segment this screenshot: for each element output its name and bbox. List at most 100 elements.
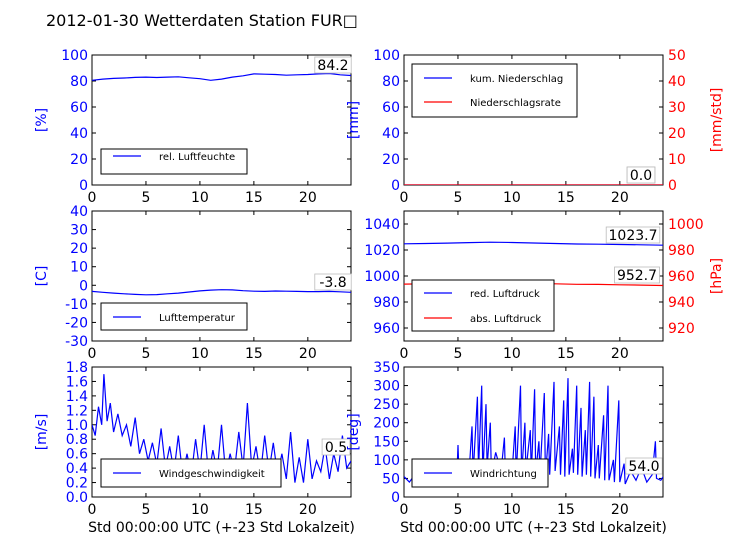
series-line-1 <box>92 72 351 81</box>
y-tick-label: -20 <box>65 315 88 331</box>
x-tick-label: 5 <box>453 346 462 362</box>
chart-temperature: 0 5 10 15 20 -30 -20 -10 0 10 20 30 40 [C] -3.8 Lufttem… <box>34 204 352 362</box>
y-tick-label: -30 <box>65 334 88 350</box>
y-tick-label: 960 <box>373 321 400 337</box>
legend-entry: red. Luftdruck <box>470 289 540 300</box>
y-tick-label: 20 <box>70 241 88 257</box>
y-tick-label: 1.6 <box>66 374 88 390</box>
last-value-label: 84.2 <box>317 58 348 74</box>
y-tick-label: 80 <box>70 74 88 90</box>
last-value-label: 54.0 <box>628 459 659 475</box>
x-tick-label: 15 <box>245 502 263 518</box>
y-tick-label: 40 <box>70 126 88 142</box>
x-tick-label: 15 <box>245 346 263 362</box>
y-tick-label: 350 <box>373 360 400 376</box>
last-value-label: 952.7 <box>617 268 657 284</box>
y-right-axis-label: [hPa] <box>709 258 725 294</box>
y-tick-label: 40 <box>382 126 400 142</box>
x-axis-label: Std 00:00:00 UTC (+-23 Std Lokalzeit) <box>88 520 355 536</box>
x-tick-label: 15 <box>557 502 575 518</box>
x-tick-label: 5 <box>453 502 462 518</box>
last-value-box <box>321 438 351 456</box>
y-right-tick-label: 920 <box>668 321 695 337</box>
last-value-box <box>314 273 352 291</box>
y-axis-label: [deg] <box>346 413 362 450</box>
y-tick-label: 50 <box>382 471 400 487</box>
last-value-box <box>626 166 656 184</box>
legend-entry: abs. Luftdruck <box>470 314 541 325</box>
y-tick-label: 1020 <box>364 243 400 259</box>
series-line-1 <box>92 289 351 296</box>
y-right-tick-label: 40 <box>668 74 686 90</box>
y-axis-label: [mm] <box>346 101 362 139</box>
x-tick-label: 10 <box>503 190 521 206</box>
last-value-box <box>614 266 660 284</box>
y-tick-label: 1.4 <box>66 389 88 405</box>
y-tick-label: 40 <box>70 204 88 220</box>
legend-entry: Windgeschwindigkeit <box>159 469 265 480</box>
y-tick-label: 0.2 <box>66 476 88 492</box>
legend <box>100 148 248 175</box>
x-tick-label: 10 <box>191 346 209 362</box>
y-right-tick-label: 30 <box>668 100 686 116</box>
y-tick-label: 0.8 <box>66 432 88 448</box>
last-value-box <box>605 226 661 244</box>
x-tick-label: 0 <box>400 502 409 518</box>
y-tick-label: 300 <box>373 379 400 395</box>
y-tick-label: 100 <box>373 48 400 64</box>
x-tick-label: 20 <box>299 502 317 518</box>
last-value-box <box>625 457 663 475</box>
legend-entry: Niederschlagsrate <box>470 98 561 109</box>
y-tick-label: 250 <box>373 397 400 413</box>
y-right-tick-label: 20 <box>668 126 686 142</box>
y-tick-label: 0 <box>79 278 88 294</box>
y-tick-label: 80 <box>382 74 400 90</box>
last-value-label: 0.0 <box>630 168 652 184</box>
y-right-axis-label: [mm/std] <box>709 88 725 153</box>
x-tick-label: 10 <box>503 502 521 518</box>
last-value-label: -3.8 <box>319 275 346 291</box>
y-tick-label: 100 <box>61 48 88 64</box>
y-tick-label: 0.6 <box>66 447 88 463</box>
x-tick-label: 0 <box>88 346 97 362</box>
y-tick-label: 0.4 <box>66 461 88 477</box>
x-tick-label: 20 <box>299 190 317 206</box>
y-tick-label: 0 <box>391 178 400 194</box>
y-right-tick-label: 10 <box>668 152 686 168</box>
x-tick-label: 5 <box>141 190 150 206</box>
x-tick-label: 0 <box>88 190 97 206</box>
y-tick-label: 0 <box>391 490 400 506</box>
x-tick-label: 0 <box>400 346 409 362</box>
x-tick-label: 10 <box>191 502 209 518</box>
x-tick-label: 0 <box>400 190 409 206</box>
y-right-tick-label: 960 <box>668 269 695 285</box>
x-tick-label: 20 <box>299 346 317 362</box>
x-tick-label: 15 <box>557 346 575 362</box>
series-line-1 <box>404 241 663 246</box>
y-tick-label: 0.0 <box>66 490 88 506</box>
chart-wind_speed: 0 5 10 15 20 0.00.20.40.60.81.01.21.41.61.8 [m… <box>34 360 355 536</box>
y-tick-label: 20 <box>382 152 400 168</box>
y-tick-label: 1.2 <box>66 403 88 419</box>
x-tick-label: 5 <box>453 190 462 206</box>
figure-title: 2012-01-30 Wetterdaten Station FUR□ <box>46 11 358 30</box>
x-tick-label: 5 <box>141 346 150 362</box>
chart-humidity: 0 5 10 15 20 0 20 40 60 80 100 [%] 84.2 rel. Luftfeuc… <box>34 48 352 206</box>
legend-entry: kum. Niederschlag <box>470 74 563 85</box>
x-tick-label: 15 <box>557 190 575 206</box>
legend-entry: Windrichtung <box>470 469 537 480</box>
x-axis-label: Std 00:00:00 UTC (+-23 Std Lokalzeit) <box>400 520 667 536</box>
legend <box>411 63 578 118</box>
x-tick-label: 5 <box>141 502 150 518</box>
x-tick-label: 15 <box>245 190 263 206</box>
y-tick-label: 150 <box>373 434 400 450</box>
y-right-tick-label: 50 <box>668 48 686 64</box>
y-tick-label: 200 <box>373 416 400 432</box>
y-tick-label: 60 <box>70 100 88 116</box>
x-tick-label: 20 <box>611 346 629 362</box>
y-axis-label: [%] <box>34 108 50 132</box>
y-right-tick-label: 0 <box>668 178 677 194</box>
y-tick-label: 20 <box>70 152 88 168</box>
